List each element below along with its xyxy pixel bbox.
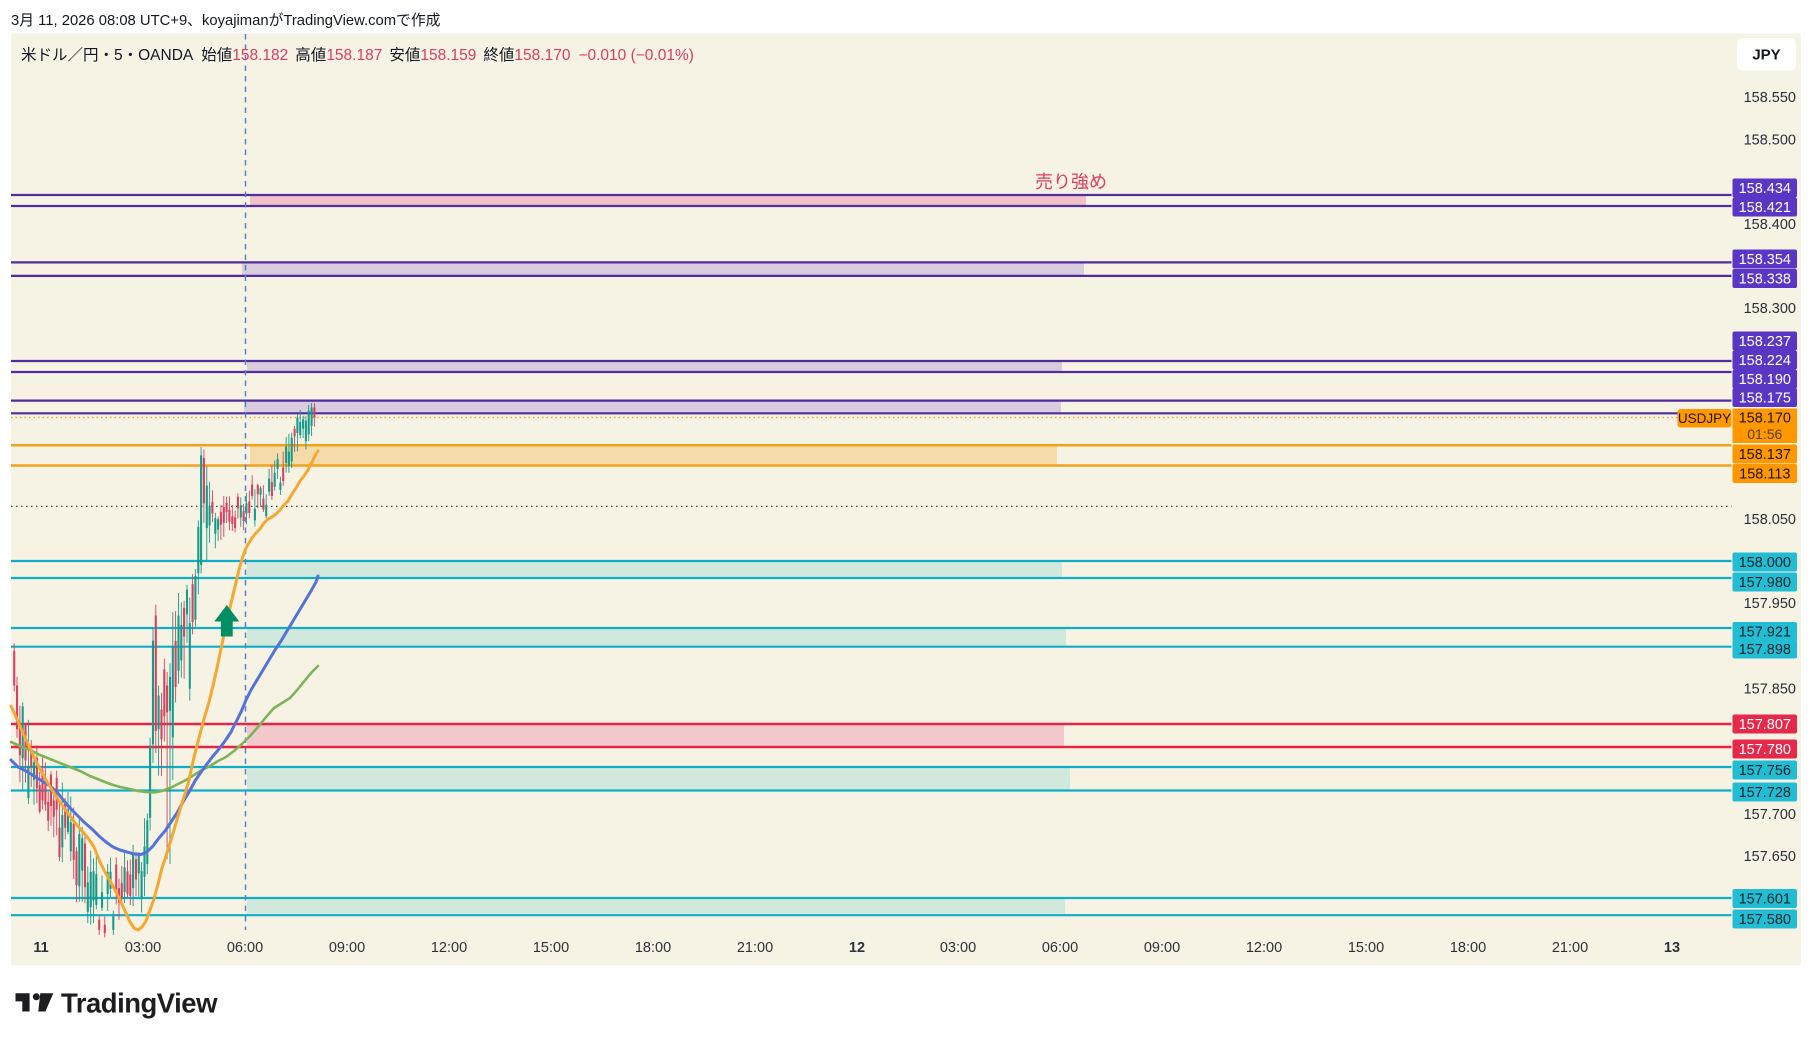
svg-text:157.780: 157.780 <box>1739 742 1791 758</box>
svg-text:157.728: 157.728 <box>1739 785 1791 801</box>
svg-text:09:00: 09:00 <box>1144 940 1180 956</box>
svg-text:158.500: 158.500 <box>1744 133 1796 149</box>
svg-text:売り強め: 売り強め <box>1035 172 1107 192</box>
svg-text:158.137: 158.137 <box>1739 447 1791 463</box>
svg-text:157.650: 157.650 <box>1744 849 1796 865</box>
svg-text:18:00: 18:00 <box>635 940 671 956</box>
svg-text:158.421: 158.421 <box>1739 200 1791 216</box>
svg-text:158.190: 158.190 <box>1739 372 1791 388</box>
svg-text:12:00: 12:00 <box>431 940 467 956</box>
svg-text:158.354: 158.354 <box>1739 252 1791 268</box>
svg-text:06:00: 06:00 <box>1042 940 1078 956</box>
svg-text:158.224: 158.224 <box>1739 353 1791 369</box>
svg-text:157.756: 157.756 <box>1739 763 1791 779</box>
svg-text:11: 11 <box>33 940 48 956</box>
svg-text:158.170: 158.170 <box>1739 411 1791 427</box>
svg-text:157.980: 157.980 <box>1739 575 1791 591</box>
svg-text:158.550: 158.550 <box>1744 90 1796 106</box>
svg-text:21:00: 21:00 <box>737 940 773 956</box>
svg-text:157.950: 157.950 <box>1744 596 1796 612</box>
svg-text:157.601: 157.601 <box>1739 892 1791 908</box>
svg-text:157.700: 157.700 <box>1744 807 1796 823</box>
svg-text:JPY: JPY <box>1752 47 1780 64</box>
svg-text:158.113: 158.113 <box>1739 467 1790 483</box>
svg-text:158.300: 158.300 <box>1744 301 1796 317</box>
svg-text:158.338: 158.338 <box>1739 272 1791 288</box>
svg-text:TradingView: TradingView <box>61 988 218 1019</box>
svg-text:3月 11, 2026 08:08 UTC+9、koyaji: 3月 11, 2026 08:08 UTC+9、koyajimanがTradin… <box>11 12 441 29</box>
svg-text:03:00: 03:00 <box>125 940 161 956</box>
svg-text:158.237: 158.237 <box>1739 334 1791 350</box>
svg-text:158.000: 158.000 <box>1739 555 1791 571</box>
svg-text:13: 13 <box>1664 940 1680 956</box>
svg-text:157.850: 157.850 <box>1744 682 1796 698</box>
svg-text:03:00: 03:00 <box>940 940 976 956</box>
svg-text:09:00: 09:00 <box>329 940 365 956</box>
svg-text:15:00: 15:00 <box>533 940 569 956</box>
svg-text:158.400: 158.400 <box>1744 217 1796 233</box>
svg-text:18:00: 18:00 <box>1450 940 1486 956</box>
svg-text:157.921: 157.921 <box>1739 625 1791 641</box>
svg-text:12:00: 12:00 <box>1246 940 1282 956</box>
svg-text:USDJPY: USDJPY <box>1678 411 1731 426</box>
svg-text:01:56: 01:56 <box>1747 426 1782 442</box>
svg-text:06:00: 06:00 <box>227 940 263 956</box>
svg-text:158.175: 158.175 <box>1739 391 1791 407</box>
svg-text:157.898: 157.898 <box>1739 642 1791 658</box>
svg-text:158.434: 158.434 <box>1739 181 1791 197</box>
svg-text:21:00: 21:00 <box>1552 940 1588 956</box>
svg-text:158.050: 158.050 <box>1744 512 1796 528</box>
svg-text:12: 12 <box>849 940 865 956</box>
svg-text:157.807: 157.807 <box>1739 717 1791 733</box>
svg-text:157.580: 157.580 <box>1739 912 1791 928</box>
svg-text:15:00: 15:00 <box>1348 940 1384 956</box>
